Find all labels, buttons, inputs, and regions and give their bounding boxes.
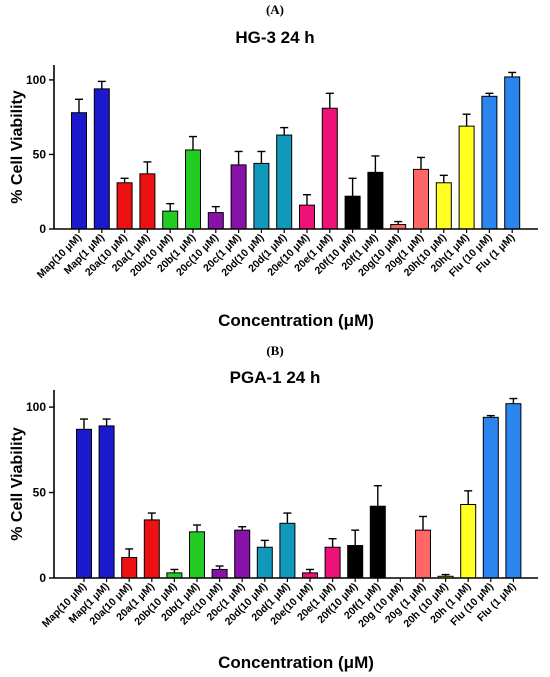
bar bbox=[121, 556, 138, 579]
bar bbox=[98, 425, 115, 579]
bar bbox=[413, 168, 429, 230]
bar bbox=[324, 546, 341, 579]
bar bbox=[367, 171, 384, 230]
chart-title: PGA-1 24 h bbox=[229, 368, 321, 387]
y-axis-label: % Cell Viability bbox=[9, 90, 26, 204]
bar bbox=[344, 195, 361, 230]
bar bbox=[162, 210, 179, 230]
bar bbox=[139, 173, 156, 230]
bar bbox=[321, 107, 338, 230]
bar bbox=[143, 519, 160, 579]
y-tick-label: 100 bbox=[26, 400, 46, 414]
bar bbox=[76, 428, 92, 579]
bar bbox=[189, 531, 205, 579]
bar bbox=[276, 134, 293, 230]
bar bbox=[458, 125, 475, 230]
bar bbox=[482, 416, 499, 579]
y-tick-label: 0 bbox=[39, 571, 46, 585]
chart-title: HG-3 24 h bbox=[235, 28, 315, 47]
bar bbox=[505, 403, 522, 579]
bar bbox=[93, 88, 110, 230]
bar bbox=[460, 504, 477, 579]
chart-panel-a: (A) HG-3 24 h 0 50 100% Cell Viability Map(… bbox=[0, 0, 550, 338]
x-axis-label: Concentration (μM) bbox=[218, 653, 374, 672]
bar bbox=[207, 212, 224, 230]
bar bbox=[415, 529, 431, 579]
y-tick-label: 100 bbox=[26, 73, 46, 87]
bar bbox=[279, 522, 296, 579]
bar bbox=[256, 546, 273, 579]
bar bbox=[230, 164, 247, 230]
bar bbox=[369, 505, 386, 579]
bar bbox=[435, 182, 452, 230]
y-axis-label: % Cell Viability bbox=[9, 427, 26, 541]
y-tick-label: 50 bbox=[33, 486, 47, 500]
x-axis-label: Concentration (μM) bbox=[218, 311, 374, 330]
bar bbox=[185, 149, 201, 230]
panel-label: (A) bbox=[265, 2, 285, 17]
bar bbox=[481, 95, 498, 230]
chart-panel-b: (B) PGA-1 24 h 0 50 100% Cell Viability Map… bbox=[0, 338, 550, 677]
bar bbox=[504, 76, 521, 230]
y-tick-label: 50 bbox=[33, 147, 47, 161]
bar bbox=[71, 112, 87, 230]
y-tick-label: 0 bbox=[39, 222, 46, 236]
panel-label: (B) bbox=[266, 343, 284, 358]
bar bbox=[347, 545, 364, 579]
bar bbox=[253, 162, 270, 230]
bar bbox=[211, 568, 228, 579]
bar bbox=[299, 204, 315, 230]
bar bbox=[116, 182, 133, 230]
bar bbox=[234, 529, 251, 579]
